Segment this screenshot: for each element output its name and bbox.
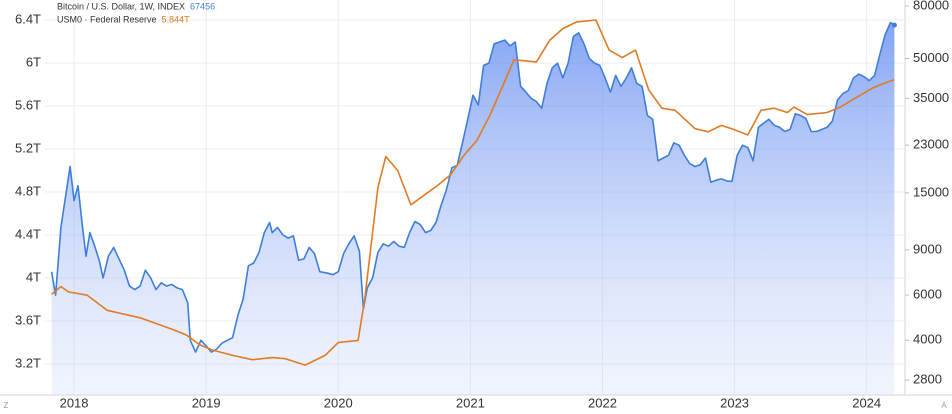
x-tick-label: 2019	[192, 395, 221, 410]
y2-tick-label: 23000	[913, 137, 949, 152]
x-tick-label: 2021	[456, 395, 485, 410]
x-tick-label: 2020	[324, 395, 353, 410]
y2-tick-label: 9000	[913, 241, 942, 256]
x-tick-label: 2023	[720, 395, 749, 410]
y2-tick-label: 35000	[913, 90, 949, 105]
y-tick-label: 4.4T	[15, 226, 41, 241]
legend: Bitcoin / U.S. Dollar, 1W, INDEX 67456 USM…	[57, 1, 215, 24]
plot-area	[50, 19, 897, 395]
series-line	[51, 19, 895, 366]
y2-tick-label: 2800	[913, 372, 942, 387]
x-tick-label: 2022	[588, 395, 617, 410]
y-tick-label: 5.6T	[15, 97, 41, 112]
x-tick-label: 2018	[60, 395, 89, 410]
legend-name: USM0 · Federal Reserve	[57, 14, 157, 24]
y-tick-label: 4T	[26, 269, 41, 284]
legend-value: 67456	[190, 1, 215, 11]
scale-button[interactable]: Z	[4, 401, 9, 410]
legend-name: Bitcoin / U.S. Dollar, 1W, INDEX	[57, 1, 185, 11]
axes: 3.2T 3.6T 4T 4.4T 4.8T 5.2T 5.6T 6T 6.4T 2800 4000…	[4, 0, 950, 410]
y-tick-label: 3.2T	[15, 355, 41, 370]
area-fill	[51, 22, 895, 395]
y2-tick-label: 50000	[913, 50, 949, 65]
last-point	[891, 22, 897, 28]
y-tick-label: 6T	[26, 54, 41, 69]
y2-tick-label: 4000	[913, 332, 942, 347]
scale-button[interactable]: A	[941, 401, 947, 410]
y2-tick-label: 80000	[913, 0, 949, 13]
y-tick-label: 5.2T	[15, 140, 41, 155]
series-line	[50, 21, 895, 353]
legend-value: 5.844T	[162, 14, 191, 24]
x-tick-label: 2024	[852, 395, 881, 410]
y-tick-label: 3.6T	[15, 312, 41, 327]
y-tick-label: 4.8T	[15, 183, 41, 198]
y-tick-label: 6.4T	[15, 11, 41, 26]
y2-tick-label: 15000	[913, 184, 949, 199]
y2-tick-label: 6000	[913, 287, 942, 302]
